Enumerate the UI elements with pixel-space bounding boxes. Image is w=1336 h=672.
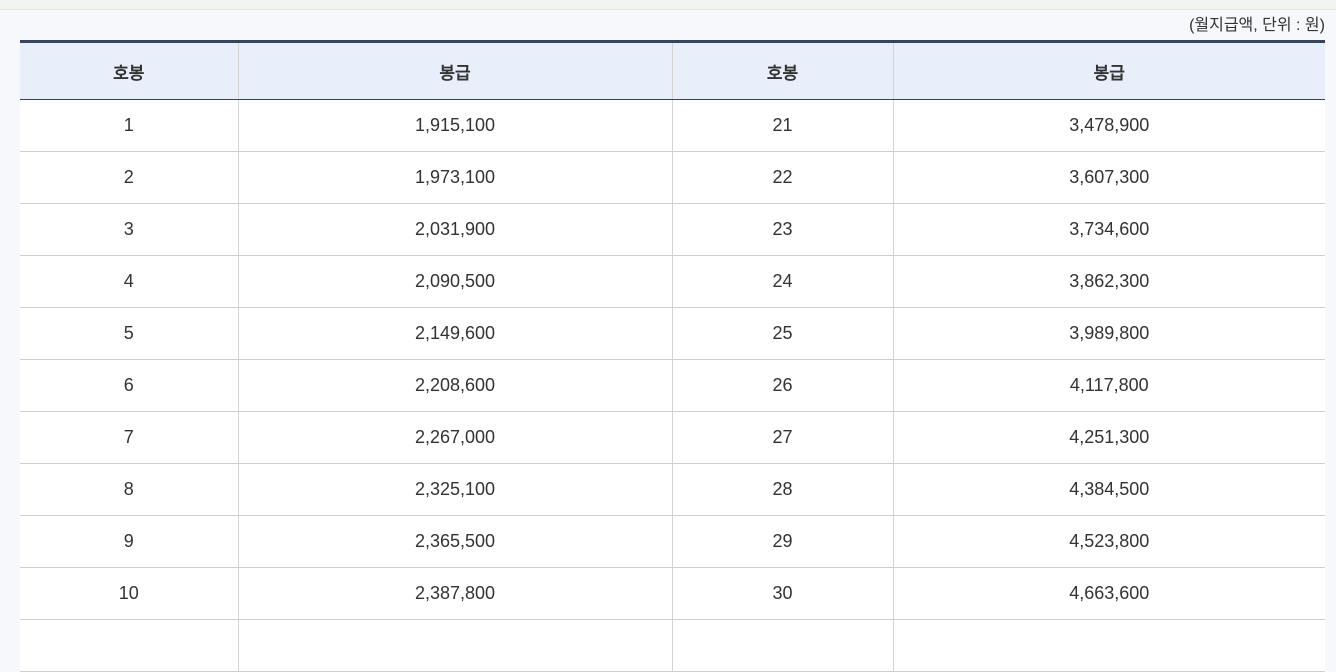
salary-cell: 3,862,300 [892,255,1325,308]
step-cell: 2 [20,151,238,204]
salary-cell: 2,149,600 [237,307,672,360]
salary-cell: 2,325,100 [237,463,672,516]
table-row: 5 2,149,600 25 3,989,800 [20,307,1325,360]
table-row: 8 2,325,100 28 4,384,500 [20,463,1325,516]
table-caption: (월지급액, 단위 : 원) [1189,17,1325,34]
salary-cell: 1,973,100 [237,151,672,204]
step-cell: 10 [20,567,238,620]
step-cell: 1 [20,99,238,152]
step-cell: 30 [671,567,893,620]
step-cell: 21 [671,99,893,152]
header-salary: 봉급 [892,41,1325,100]
empty-cell [671,619,893,672]
step-cell: 25 [671,307,893,360]
header-step: 호봉 [671,41,893,100]
table-row: 2 1,973,100 22 3,607,300 [20,151,1325,204]
empty-cell [892,619,1325,672]
table-row: 3 2,031,900 23 3,734,600 [20,203,1325,256]
step-cell: 29 [671,515,893,568]
step-cell: 9 [20,515,238,568]
salary-cell: 2,267,000 [237,411,672,464]
empty-cell [237,619,672,672]
table-row: 9 2,365,500 29 4,523,800 [20,515,1325,568]
header-step: 호봉 [20,41,238,100]
step-cell: 5 [20,307,238,360]
step-cell: 27 [671,411,893,464]
salary-cell: 4,251,300 [892,411,1325,464]
salary-cell: 2,031,900 [237,203,672,256]
salary-table: 호봉 봉급 호봉 봉급 1 1,915,100 21 3,478,900 2 1,973,… [20,40,1325,672]
table-row: 6 2,208,600 26 4,117,800 [20,359,1325,412]
salary-cell: 2,090,500 [237,255,672,308]
step-cell: 22 [671,151,893,204]
step-cell: 23 [671,203,893,256]
table-row: 10 2,387,800 30 4,663,600 [20,567,1325,620]
step-cell: 7 [20,411,238,464]
salary-cell: 4,663,600 [892,567,1325,620]
table-row: 4 2,090,500 24 3,862,300 [20,255,1325,308]
salary-cell: 4,384,500 [892,463,1325,516]
top-bar [0,0,1336,10]
table-header-row: 호봉 봉급 호봉 봉급 [20,41,1325,100]
salary-cell: 2,387,800 [237,567,672,620]
salary-cell: 2,365,500 [237,515,672,568]
salary-cell: 3,478,900 [892,99,1325,152]
salary-cell: 2,208,600 [237,359,672,412]
table-row: 7 2,267,000 27 4,251,300 [20,411,1325,464]
salary-cell: 3,607,300 [892,151,1325,204]
salary-cell: 4,523,800 [892,515,1325,568]
header-salary: 봉급 [237,41,672,100]
step-cell: 26 [671,359,893,412]
step-cell: 24 [671,255,893,308]
step-cell: 8 [20,463,238,516]
table-row: 1 1,915,100 21 3,478,900 [20,99,1325,152]
salary-cell: 1,915,100 [237,99,672,152]
table-row-partial [20,619,1325,672]
salary-cell: 4,117,800 [892,359,1325,412]
step-cell: 4 [20,255,238,308]
step-cell: 6 [20,359,238,412]
salary-cell: 3,734,600 [892,203,1325,256]
salary-cell: 3,989,800 [892,307,1325,360]
step-cell: 3 [20,203,238,256]
empty-cell [20,619,238,672]
step-cell: 28 [671,463,893,516]
